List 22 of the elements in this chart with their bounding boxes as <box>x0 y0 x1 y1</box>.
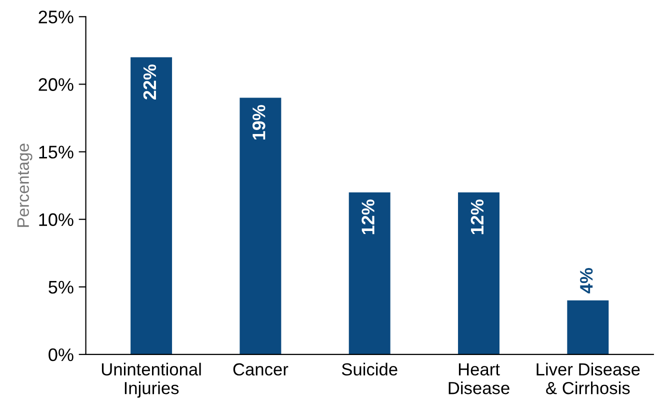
bar <box>240 98 282 354</box>
y-tick-label: 20% <box>38 78 74 91</box>
x-tick-label: Unintentional Injuries <box>102 362 201 398</box>
data-label: 12% <box>470 200 484 234</box>
x-tick-label: Liver Disease & Cirrhosis <box>536 362 640 394</box>
y-tick-label: 0% <box>48 348 74 362</box>
y-tick-label: 10% <box>39 213 74 226</box>
data-label: 12% <box>362 200 374 234</box>
x-tick-label: Suicide <box>342 362 398 376</box>
x-tick-label: Heart Disease <box>448 363 510 394</box>
y-tick-label: 15% <box>39 146 74 159</box>
data-label: 19% <box>252 104 266 140</box>
data-label: 4% <box>580 268 593 294</box>
bar <box>348 192 390 354</box>
bar <box>567 300 609 354</box>
bar <box>458 192 500 354</box>
y-tick-label: 5% <box>48 280 74 294</box>
y-tick-label: 25% <box>38 10 74 24</box>
bar <box>130 57 172 354</box>
x-tick-label: Cancer <box>233 363 288 376</box>
y-axis-title: Percentage <box>17 144 32 227</box>
data-label: 22% <box>143 64 156 100</box>
